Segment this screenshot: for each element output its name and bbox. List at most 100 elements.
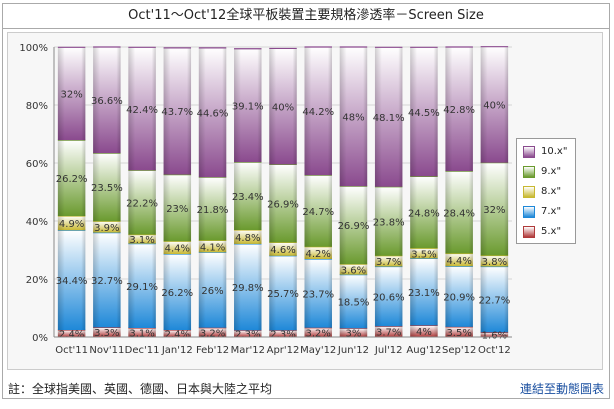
data-label: 40% [272, 102, 294, 113]
data-label: 3.9% [94, 223, 119, 234]
data-label: 4.8% [235, 233, 260, 244]
data-label: 39.1% [232, 101, 264, 112]
stacked-bar-chart: 2.4% 34.4% 4.9% 26.2% 32% 3.3% 32.7% 3.9% 23.5% 3… [19, 43, 512, 356]
y-tick-label: 20% [26, 275, 48, 286]
data-label: 4.6% [270, 245, 295, 256]
chart-title: Oct'11～Oct'12全球平板裝置主要規格滲透率－Screen Size [2, 3, 610, 29]
dynamic-chart-link[interactable]: 連結至動態圖表 [519, 382, 604, 396]
plot-area: 2.4% 34.4% 4.9% 26.2% 32% 3.3% 32.7% 3.9% 23.5% 3… [7, 32, 603, 370]
data-label: 2.4% [165, 330, 190, 341]
y-tick-label: 100% [19, 43, 48, 54]
data-label: 4.1% [200, 242, 225, 253]
y-tick-label: 80% [26, 101, 48, 112]
y-tick-label: 60% [26, 159, 48, 170]
x-tick-label: Oct'11 [55, 345, 88, 356]
legend: 10.x" 9.x" 8.x" 7.x" 5.x" [516, 138, 576, 244]
x-tick-label: Apr'12 [267, 345, 300, 356]
footer-note: 註：全球指美國、英國、德國、日本與大陸之平均 [8, 382, 273, 396]
y-tick-label: 40% [26, 217, 48, 228]
data-label: 4.2% [306, 249, 331, 260]
data-label: 3.2% [200, 328, 225, 339]
data-label: 2.3% [235, 330, 260, 341]
data-label: 3.7% [376, 257, 401, 268]
data-label: 42.8% [443, 105, 475, 116]
data-label: 18.5% [338, 297, 370, 308]
data-label: 32% [483, 205, 505, 216]
data-label: 3.8% [482, 257, 507, 268]
data-label: 3.6% [341, 265, 366, 276]
data-label: 26% [201, 286, 223, 297]
data-label: 29.8% [232, 283, 264, 294]
data-label: 22.2% [126, 198, 158, 209]
data-label: 48% [342, 113, 364, 124]
data-label: 3.2% [306, 328, 331, 339]
data-label: 21.8% [197, 205, 229, 216]
y-tick-label: 0% [32, 333, 48, 344]
data-label: 36.6% [91, 96, 123, 107]
data-label: 44.6% [197, 109, 229, 120]
data-label: 23.7% [302, 289, 334, 300]
data-label: 26.2% [161, 288, 193, 299]
x-tick-label: Aug'12 [406, 345, 441, 356]
data-label: 44.5% [408, 108, 440, 119]
x-tick-label: Feb'12 [196, 345, 229, 356]
data-label: 4.4% [165, 244, 190, 255]
data-label: 23.4% [232, 192, 264, 203]
data-label: 3.5% [446, 328, 471, 339]
data-label: 3.1% [129, 329, 154, 340]
legend-swatch [523, 166, 535, 178]
data-label: 2.4% [59, 330, 84, 341]
x-tick-label: Nov'11 [89, 345, 124, 356]
data-label: 1.6% [482, 331, 507, 342]
x-tick-label: Dec'11 [125, 345, 160, 356]
data-label: 26.2% [56, 174, 88, 185]
x-tick-label: May'12 [300, 345, 336, 356]
data-label: 32% [60, 90, 82, 101]
legend-swatch [523, 206, 535, 218]
data-label: 24.7% [302, 207, 334, 218]
data-label: 20.6% [373, 292, 405, 303]
data-label: 43.7% [161, 107, 193, 118]
data-label: 4.4% [446, 256, 471, 267]
legend-label: 7.x" [541, 206, 562, 217]
axis-layer: 0% 20% 40% 60% 80% 100% Oct'11 Nov'11 Dec'11 Jan'… [19, 43, 512, 356]
data-label: 22.7% [478, 295, 510, 306]
x-tick-label: Jun'12 [337, 345, 369, 356]
data-label: 3% [346, 329, 362, 340]
data-label: 26.9% [267, 199, 299, 210]
data-label: 42.4% [126, 105, 158, 116]
data-label: 23.5% [91, 183, 123, 194]
data-label: 3.7% [376, 328, 401, 339]
data-label: 23.1% [408, 288, 440, 299]
data-label: 34.4% [56, 276, 88, 287]
data-label: 44.2% [302, 107, 334, 118]
data-label: 3.5% [411, 249, 436, 260]
data-label: 4.9% [59, 219, 84, 230]
x-tick-label: Jan'12 [161, 345, 193, 356]
data-label: 40% [483, 101, 505, 112]
legend-swatch [523, 226, 535, 238]
data-label: 29.1% [126, 282, 158, 293]
data-label: 3.3% [94, 328, 119, 339]
data-label: 48.1% [373, 113, 405, 124]
data-label: 23.8% [373, 217, 405, 228]
data-label: 26.9% [338, 221, 370, 232]
data-label: 20.9% [443, 293, 475, 304]
data-label: 25.7% [267, 289, 299, 300]
legend-label: 10.x" [541, 146, 568, 157]
data-label: 32.7% [91, 276, 123, 287]
x-tick-label: Oct'12 [478, 345, 511, 356]
data-label: 28.4% [443, 208, 475, 219]
data-label: 3.1% [129, 235, 154, 246]
legend-label: 9.x" [541, 166, 562, 177]
data-label: 24.8% [408, 208, 440, 219]
data-label: 4% [416, 327, 432, 338]
legend-swatch [523, 186, 535, 198]
x-tick-label: Mar'12 [231, 345, 265, 356]
data-label: 2.3% [270, 330, 295, 341]
legend-label: 5.x" [541, 226, 562, 237]
legend-label: 8.x" [541, 186, 562, 197]
x-tick-label: Jul'12 [374, 345, 403, 356]
legend-swatch [523, 146, 535, 158]
x-tick-label: Sep'12 [442, 345, 476, 356]
